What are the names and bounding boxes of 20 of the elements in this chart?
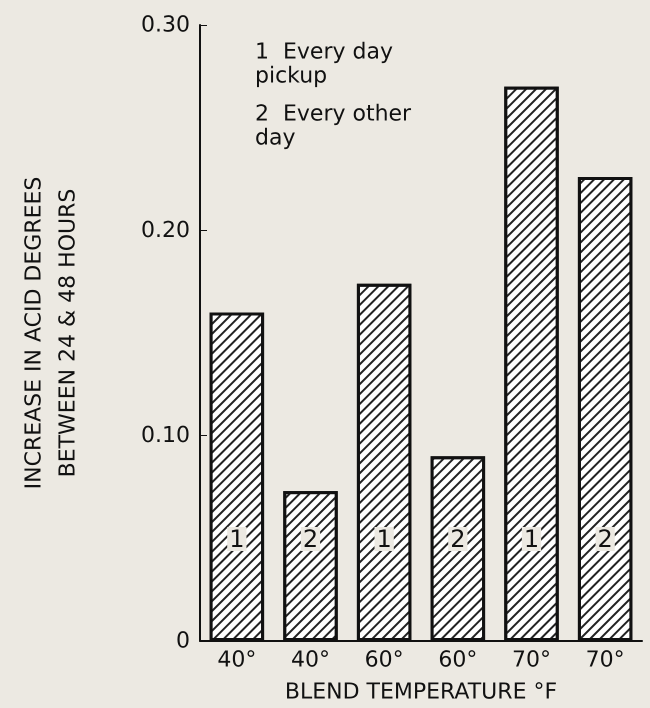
- x-tick-label: 40°: [291, 648, 330, 672]
- x-tick-label: 60°: [364, 648, 404, 672]
- annotation: 1 Every day pickup: [255, 40, 393, 88]
- text: 2: [302, 525, 318, 553]
- y-tick-label: 0: [176, 628, 190, 654]
- y-tick-label: 0.10: [141, 423, 190, 448]
- series-label: 2: [450, 525, 466, 553]
- y-axis-title: INCREASE IN ACID DEGREES BETWEEN 24 & 48 HOURS: [22, 176, 80, 490]
- text: 2: [598, 525, 613, 553]
- text: 1: [524, 525, 540, 553]
- x-tick-label: 60°: [438, 648, 478, 672]
- text: 1: [229, 525, 244, 553]
- x-tick-label: 40°: [217, 648, 256, 672]
- annotation: 2 Every other day: [255, 102, 412, 150]
- x-tick-label: 70°: [586, 648, 625, 672]
- y-tick-label: 0.30: [141, 12, 190, 38]
- series-label: 1: [376, 525, 392, 553]
- y-tick-label: 0.20: [141, 218, 190, 243]
- x-axis-title: BLEND TEMPERATURE °F: [284, 680, 558, 704]
- x-tick-label: 70°: [512, 648, 551, 672]
